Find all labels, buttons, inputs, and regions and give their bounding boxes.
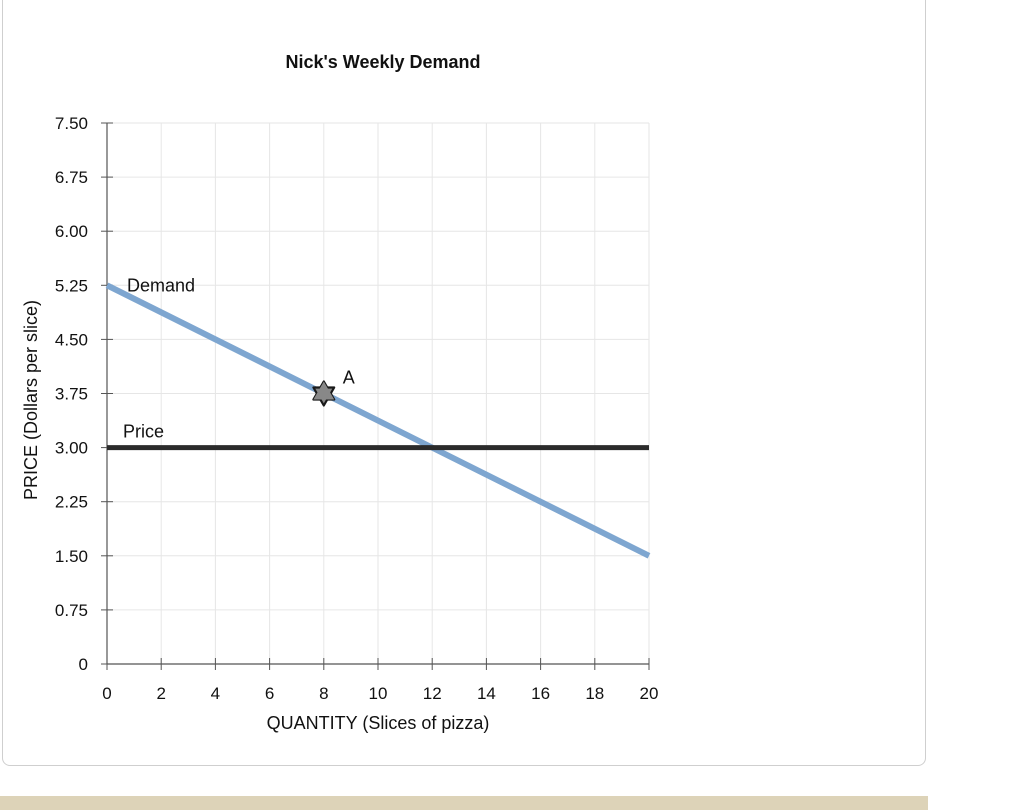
y-tick-label: 1.50 — [55, 547, 88, 566]
x-tick-label: 0 — [102, 684, 111, 703]
y-tick-label: 6.75 — [55, 168, 88, 187]
y-tick-label: 0.75 — [55, 601, 88, 620]
x-tick-label: 18 — [585, 684, 604, 703]
y-tick-label: 7.50 — [55, 114, 88, 133]
chart: Nick's Weekly Demand 0 0.75 1.50 2.25 3.00 3.… — [21, 52, 659, 733]
x-tick-label: 14 — [477, 684, 496, 703]
y-tick-label: 3.00 — [55, 439, 88, 458]
series-layer: Demand Price — [105, 275, 651, 559]
y-tick-label: 3.75 — [55, 385, 88, 404]
axes: 0 0.75 1.50 2.25 3.00 3.75 4.50 5.25 6.00 6.75 7.5… — [55, 114, 659, 703]
chart-panel — [2, 0, 926, 766]
x-tick-label: 4 — [211, 684, 220, 703]
x-tick-label: 16 — [531, 684, 550, 703]
y-tick-label: 0 — [79, 655, 88, 674]
x-tick-label: 12 — [423, 684, 442, 703]
demand-line — [105, 282, 651, 559]
annotation-layer[interactable]: A — [312, 368, 355, 407]
y-axis-title: PRICE (Dollars per slice) — [21, 300, 41, 500]
price-label: Price — [123, 422, 164, 442]
x-tick-label: 10 — [369, 684, 388, 703]
footer-bar — [0, 796, 928, 810]
y-tick-label: 4.50 — [55, 330, 88, 349]
point-a-label: A — [343, 368, 355, 388]
y-tick-label: 6.00 — [55, 222, 88, 241]
grid-lines — [107, 122, 650, 664]
x-tick-label: 2 — [156, 684, 165, 703]
y-tick-label: 5.25 — [55, 276, 88, 295]
x-axis-title: QUANTITY (Slices of pizza) — [267, 713, 490, 733]
x-tick-label: 8 — [319, 684, 328, 703]
y-tick-label: 2.25 — [55, 493, 88, 512]
point-a-star-marker[interactable] — [312, 380, 336, 407]
chart-title: Nick's Weekly Demand — [285, 52, 480, 72]
demand-label: Demand — [127, 275, 195, 295]
x-tick-label: 6 — [265, 684, 274, 703]
star-marker-fill — [313, 381, 335, 400]
x-tick-label: 20 — [640, 684, 659, 703]
